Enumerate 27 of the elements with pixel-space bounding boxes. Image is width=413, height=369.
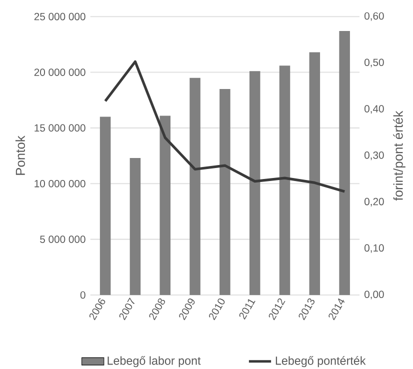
line-series bbox=[104, 60, 346, 193]
y-tick-label: 15 000 000 bbox=[34, 124, 86, 132]
y-tick-label: 5 000 000 bbox=[40, 236, 86, 244]
y-tick-label: 20 000 000 bbox=[34, 68, 86, 76]
y2-axis-title: forint/pont érték bbox=[393, 110, 406, 201]
bar bbox=[309, 52, 320, 296]
bar bbox=[279, 66, 290, 296]
y2-tick-label: 0,60 bbox=[364, 12, 384, 21]
bar bbox=[160, 116, 170, 296]
y2-tick-label: 0,20 bbox=[364, 198, 384, 207]
y-axis-title: Pontok bbox=[15, 136, 25, 176]
legend-label: Lebegő pontérték bbox=[276, 356, 366, 368]
y-tick-label: 0 bbox=[80, 291, 86, 299]
legend-label: Lebegő labor pont bbox=[108, 356, 201, 368]
y2-tick-label: 0,10 bbox=[364, 244, 384, 253]
bar bbox=[220, 89, 230, 296]
y-tick-label: 25 000 000 bbox=[34, 13, 86, 20]
y2-tick-label: 0,50 bbox=[364, 58, 384, 68]
y2-tick-label: 0,40 bbox=[364, 105, 384, 114]
bar bbox=[100, 116, 111, 296]
bar bbox=[190, 78, 200, 296]
y-tick-label: 10 000 000 bbox=[34, 180, 86, 188]
y2-tick-label: 0,30 bbox=[364, 152, 384, 160]
y2-tick-label: 0,00 bbox=[364, 290, 384, 300]
bar bbox=[130, 158, 141, 296]
bar bbox=[249, 71, 260, 296]
bar bbox=[339, 31, 350, 296]
